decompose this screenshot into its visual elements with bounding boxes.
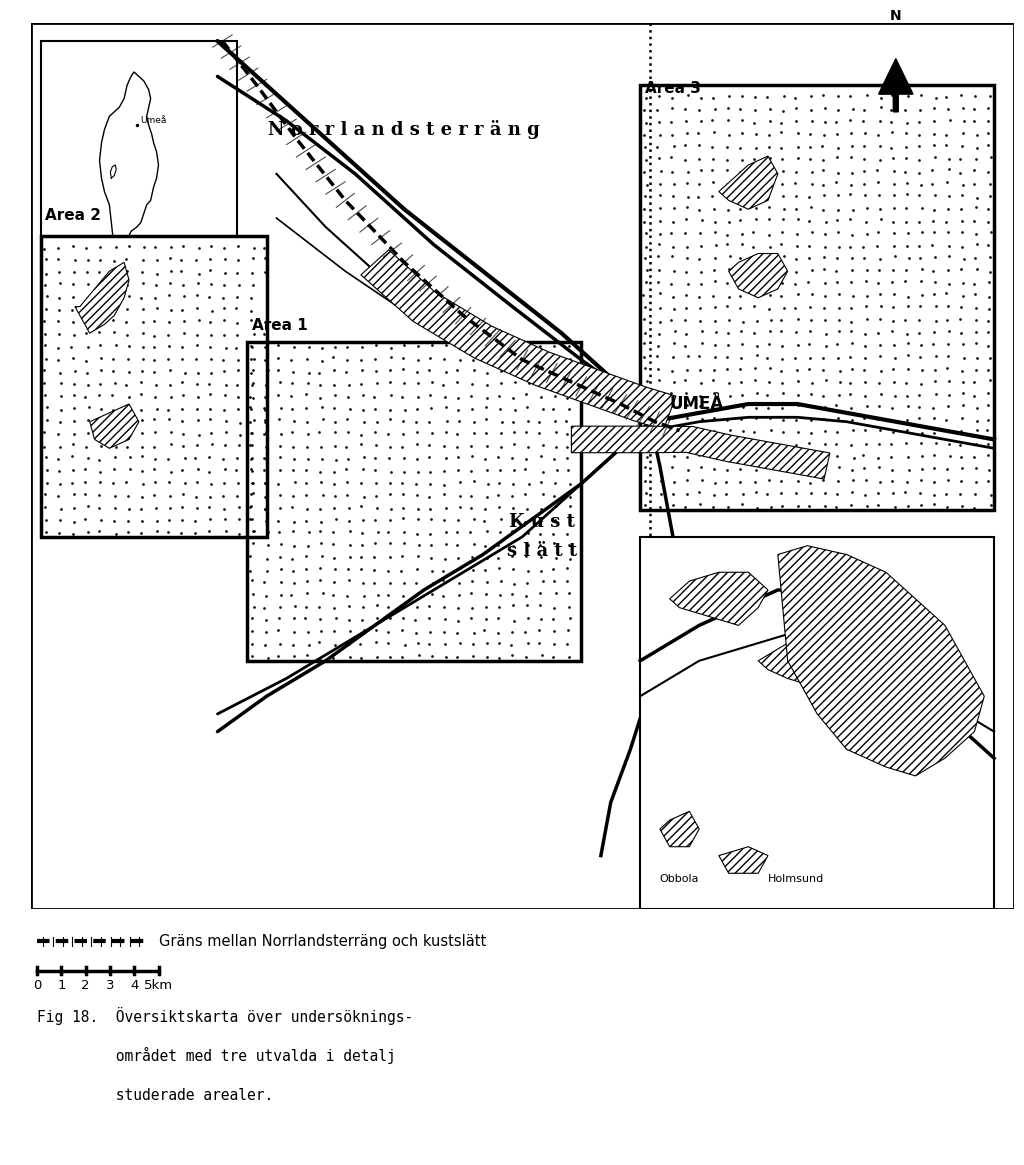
Text: Obbola: Obbola [659, 874, 699, 884]
Text: Area 3: Area 3 [645, 80, 701, 96]
Text: Gräns mellan Norrlandsterräng och kustslätt: Gräns mellan Norrlandsterräng och kustsl… [159, 934, 485, 948]
Polygon shape [111, 165, 117, 178]
Text: Area 2: Area 2 [45, 207, 101, 223]
Bar [640, 85, 994, 510]
Text: studerade arealer.: studerade arealer. [37, 1088, 272, 1103]
Polygon shape [758, 634, 847, 687]
Bar [247, 343, 582, 661]
Polygon shape [659, 811, 699, 847]
Text: 4: 4 [130, 979, 138, 993]
Text: 2: 2 [82, 979, 90, 993]
Polygon shape [360, 249, 676, 430]
Bar [640, 537, 994, 909]
Bar [41, 41, 238, 271]
Text: 1: 1 [57, 979, 66, 993]
Bar [41, 235, 266, 537]
Text: 3: 3 [105, 979, 115, 993]
Text: K u s t
s l ä t t: K u s t s l ä t t [507, 514, 577, 560]
Text: 0: 0 [33, 979, 41, 993]
FancyArrow shape [879, 58, 913, 112]
Polygon shape [719, 156, 778, 210]
Polygon shape [571, 426, 829, 479]
Text: Fig 18.  Översiktskarta över undersöknings-: Fig 18. Översiktskarta över undersökning… [37, 1007, 413, 1024]
Polygon shape [719, 847, 768, 874]
Polygon shape [90, 404, 139, 449]
Bar [41, 235, 266, 537]
Text: 5km: 5km [144, 979, 173, 993]
Polygon shape [670, 572, 768, 626]
Polygon shape [75, 262, 129, 333]
Text: N o r r l a n d s t e r r ä n g: N o r r l a n d s t e r r ä n g [268, 120, 540, 139]
Bar [640, 85, 994, 510]
Polygon shape [729, 254, 787, 298]
Text: N: N [890, 9, 901, 23]
Text: Holmsund: Holmsund [768, 874, 824, 884]
Text: UMEÅ: UMEÅ [670, 395, 724, 414]
Text: området med tre utvalda i detalj: området med tre utvalda i detalj [37, 1047, 395, 1065]
Polygon shape [99, 72, 159, 249]
Polygon shape [837, 714, 905, 758]
Polygon shape [778, 545, 984, 776]
Bar [247, 343, 582, 661]
Text: Area 1: Area 1 [252, 318, 307, 333]
Text: Umeå: Umeå [140, 116, 166, 126]
